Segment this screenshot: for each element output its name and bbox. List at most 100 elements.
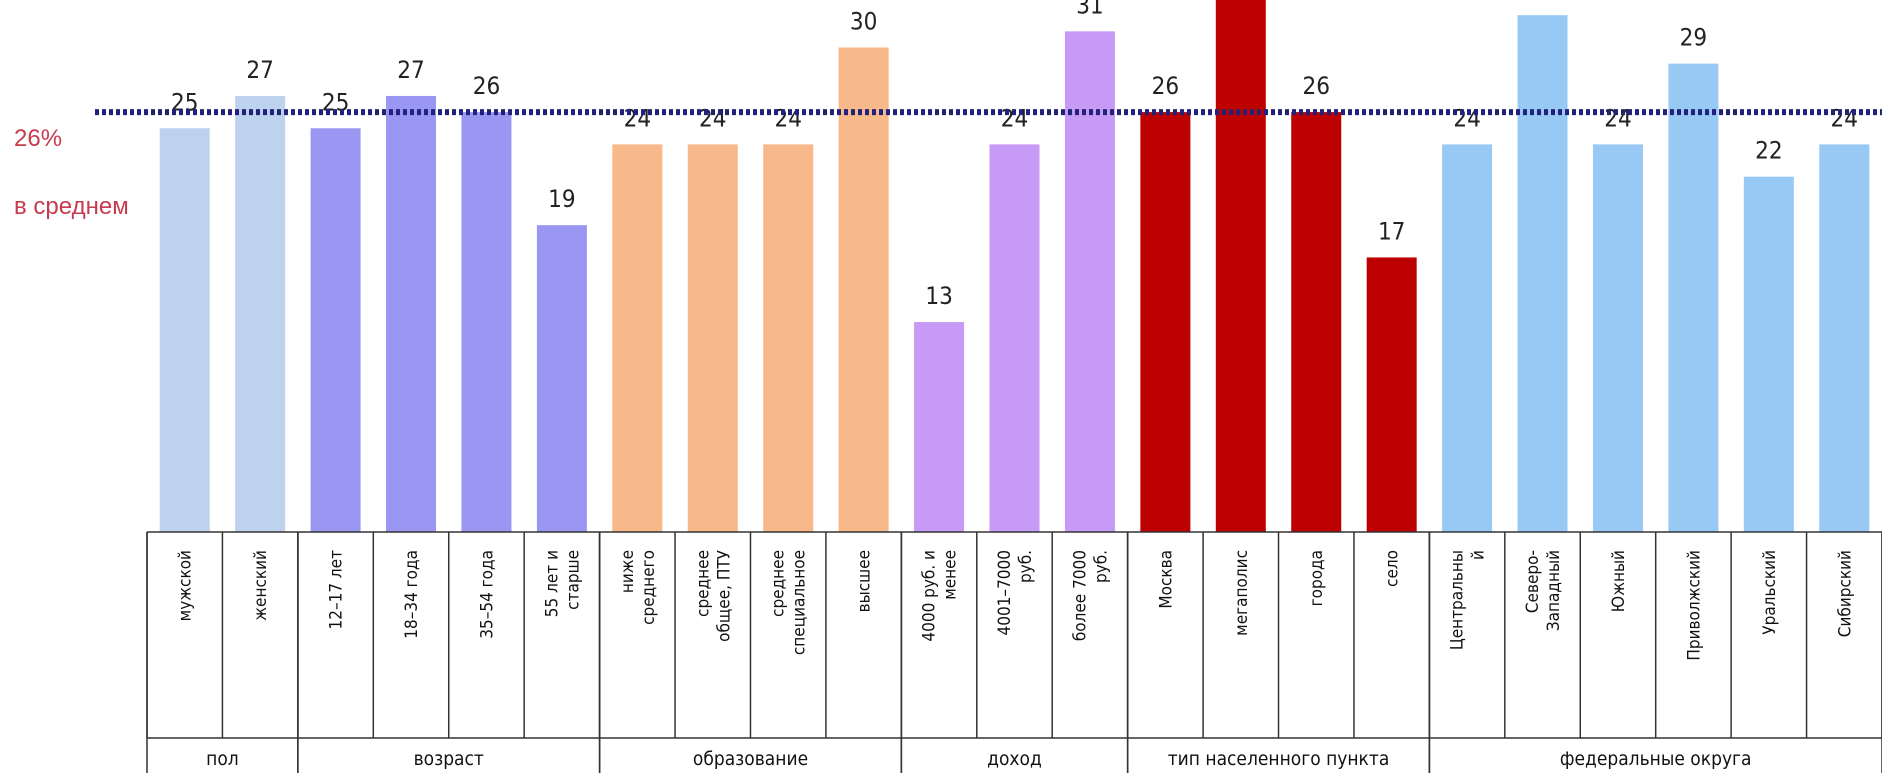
- bar: [763, 144, 814, 532]
- bar: [310, 128, 361, 532]
- bar: [1366, 257, 1417, 532]
- bar: [386, 95, 437, 532]
- data-label: 31: [1076, 0, 1103, 19]
- group-label: тип населенного пункта: [1168, 748, 1390, 770]
- category-label-line: Центральны: [1448, 550, 1468, 650]
- category-label-line: Сибирский: [1835, 550, 1855, 637]
- data-label: 27: [246, 56, 273, 84]
- group-label: доход: [987, 748, 1042, 770]
- bar: [1668, 63, 1719, 533]
- category-label-line: более 7000: [1070, 550, 1090, 641]
- bar: [687, 144, 738, 532]
- bar: [1291, 112, 1342, 532]
- category-label-line: города: [1307, 550, 1327, 606]
- category-label-line: 18–34 года: [402, 550, 422, 639]
- average-text-label: в среднем: [14, 193, 129, 220]
- category-label: высшее: [855, 550, 875, 612]
- category-label-line: й: [1469, 550, 1489, 560]
- bar: [612, 144, 663, 532]
- category-label: 12–17 лет: [327, 550, 347, 630]
- category-label-line: высшее: [855, 550, 875, 612]
- category-label-line: 12–17 лет: [327, 550, 347, 630]
- bar: [235, 95, 286, 532]
- category-label: города: [1307, 550, 1327, 606]
- bar: [989, 144, 1040, 532]
- category-label-line: специальное: [790, 550, 810, 655]
- category-label-line: мегаполис: [1232, 550, 1252, 636]
- category-label: Приволжский: [1684, 550, 1704, 661]
- category-label: 4001–7000руб.: [995, 550, 1036, 635]
- category-label-line: среднее: [693, 550, 713, 617]
- data-label: 22: [1755, 137, 1782, 165]
- category-label: 18–34 года: [402, 550, 422, 639]
- category-label: Уральский: [1760, 550, 1780, 635]
- category-label-line: среднего: [639, 550, 659, 625]
- category-label: Южный: [1609, 550, 1629, 612]
- category-label: 55 лет истарше: [542, 550, 583, 617]
- group-label: образование: [693, 748, 808, 770]
- category-label-line: Москва: [1156, 550, 1176, 609]
- bar: [536, 225, 587, 532]
- group-label: пол: [206, 748, 239, 770]
- data-label: 24: [1453, 104, 1480, 132]
- category-label: Центральный: [1448, 550, 1489, 650]
- category-label: более 7000руб.: [1070, 550, 1111, 641]
- category-label: Северо-Западный: [1523, 550, 1564, 631]
- category-label: мужской: [176, 550, 196, 621]
- data-label: 17: [1378, 217, 1405, 245]
- bar: [1592, 144, 1643, 532]
- average-value-label: 26%: [14, 125, 62, 152]
- category-label-line: Западный: [1544, 550, 1564, 631]
- bar: [1819, 144, 1870, 532]
- category-label: село: [1383, 550, 1403, 587]
- category-label-line: село: [1383, 550, 1403, 587]
- category-label: нижесреднего: [618, 550, 659, 625]
- group-label: федеральные округа: [1560, 748, 1752, 770]
- category-label: мегаполис: [1232, 550, 1252, 636]
- data-label: 32: [1529, 0, 1556, 3]
- bar: [461, 112, 512, 532]
- bars-layer: 2527252726192424243013243126261724322429…: [159, 0, 1870, 533]
- data-label: 24: [1831, 104, 1858, 132]
- category-axis: мужской женский 12–17 лет 18–34 года 35–54 г…: [146, 531, 1882, 773]
- category-label-line: менее: [941, 550, 961, 600]
- category-label-line: мужской: [176, 550, 196, 621]
- bar: [1442, 144, 1493, 532]
- category-label: среднееспециальное: [769, 550, 810, 655]
- category-label-line: руб.: [1016, 550, 1036, 583]
- category-label: Москва: [1156, 550, 1176, 609]
- bar: [1743, 176, 1794, 532]
- bar: [1517, 15, 1568, 532]
- category-label: Сибирский: [1835, 550, 1855, 637]
- data-label: 24: [699, 104, 726, 132]
- data-label: 13: [925, 282, 952, 310]
- bar: [914, 322, 965, 532]
- bar: [159, 128, 210, 532]
- category-label-line: среднее: [769, 550, 789, 617]
- category-label: 4000 руб. именее: [920, 550, 961, 642]
- category-label-line: женский: [251, 550, 271, 621]
- bar: [1215, 0, 1266, 532]
- category-label-line: 4000 руб. и: [920, 550, 940, 642]
- data-label: 24: [1001, 104, 1028, 132]
- group-label: возраст: [414, 748, 484, 770]
- category-label: 35–54 года: [477, 550, 497, 639]
- category-label-line: 4001–7000: [995, 550, 1015, 635]
- category-label-line: Северо-: [1523, 550, 1543, 613]
- category-label-line: 35–54 года: [477, 550, 497, 639]
- bar: [1140, 112, 1191, 532]
- data-label: 27: [397, 56, 424, 84]
- data-label: 24: [624, 104, 651, 132]
- data-label: 26: [1152, 72, 1179, 100]
- data-label: 24: [1604, 104, 1631, 132]
- data-label: 26: [1303, 72, 1330, 100]
- category-label-line: Южный: [1609, 550, 1629, 612]
- category-label: среднееобщее, ПТУ: [693, 549, 734, 642]
- category-label: женский: [251, 550, 271, 621]
- data-label: 24: [774, 104, 801, 132]
- category-label-line: руб.: [1091, 550, 1111, 583]
- data-label: 29: [1680, 24, 1707, 52]
- category-label-line: 55 лет и: [542, 550, 562, 617]
- category-label-line: Уральский: [1760, 550, 1780, 635]
